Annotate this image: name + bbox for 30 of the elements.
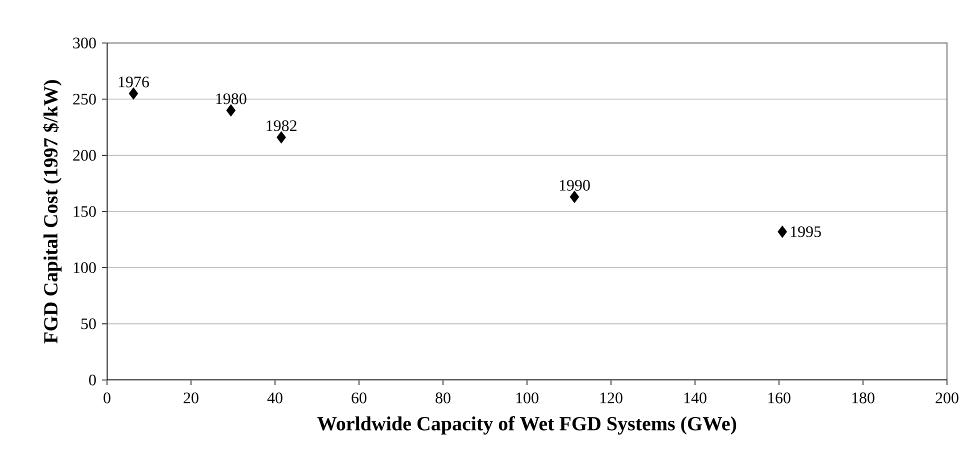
annotation: 1982 (266, 120, 296, 132)
annotation: 1976 (118, 76, 149, 88)
point (570, 190, 580, 204)
annotation: 1990 (560, 180, 590, 191)
point (778, 226, 788, 238)
x-tick-label: 20 (184, 392, 198, 404)
x-tick-label: 100 (516, 392, 538, 404)
x-tick-label: 200 (936, 392, 958, 404)
point (226, 104, 236, 117)
point (128, 87, 138, 100)
y-tick-label: 150 (74, 206, 96, 217)
x-axis-title: Worldwide Capacity of Wet FGD Systems (GWe) (317, 416, 736, 435)
y-tick-label: 0 (89, 374, 96, 386)
y-axis-title: FGD Capital Cost (1997 $/kW) (42, 80, 62, 344)
x-tick-label: 180 (852, 392, 874, 404)
y-tick-label: 200 (73, 150, 96, 161)
x-tick-label: 0 (104, 392, 110, 404)
y-tick-label: 300 (73, 38, 96, 48)
x-tick-label: 40 (267, 392, 282, 404)
x-tick-label: 120 (600, 392, 622, 404)
y-tick-label: 50 (81, 318, 96, 330)
point (276, 131, 286, 144)
annotation: 1995 (790, 226, 821, 238)
x-tick-label: 80 (436, 392, 450, 404)
x-tick-label: 160 (768, 392, 790, 404)
x-tick-label: 140 (684, 392, 706, 404)
y-tick-label: 250 (73, 94, 96, 105)
x-tick-label: 60 (352, 392, 366, 404)
y-tick-label: 100 (74, 262, 96, 274)
annotation: 1980 (216, 93, 246, 104)
